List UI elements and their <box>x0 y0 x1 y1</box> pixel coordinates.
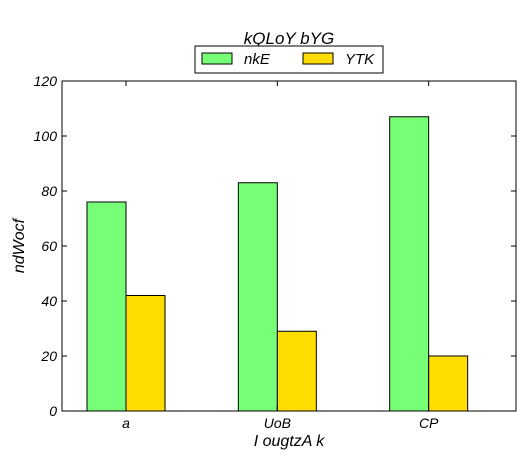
legend-swatch-ytk <box>302 52 334 65</box>
x-tick-label-cp: CP <box>419 415 439 431</box>
bar-ytk-a <box>125 295 166 412</box>
y-tick-label: 80 <box>41 183 57 199</box>
y-tick-label: 120 <box>34 73 58 89</box>
y-tick-label: 40 <box>41 293 57 309</box>
legend-label-nke: nkE <box>244 51 271 68</box>
bar-ytk-cp <box>428 355 469 412</box>
legend-label-ytk: YTK <box>345 51 375 68</box>
legend: nkE YTK <box>194 45 384 74</box>
y-tick-label: 60 <box>41 238 57 254</box>
y-axis-label: ndWocf <box>11 217 28 273</box>
bars-group <box>86 116 469 412</box>
x-axis-label: I ougtzA k <box>254 433 326 450</box>
chart-title: kQLoY bYG <box>244 29 334 48</box>
y-tick-label: 0 <box>49 403 57 419</box>
bar-nke-uob <box>237 182 278 412</box>
bar-nke-a <box>86 201 127 412</box>
bar-ytk-uob <box>276 330 317 412</box>
x-tick-label-a: a <box>122 415 130 431</box>
legend-swatch-nke <box>201 52 233 65</box>
x-tick-label-uob: UoB <box>264 415 291 431</box>
y-tick-label: 100 <box>34 128 58 144</box>
plot-frame <box>61 80 517 412</box>
x-axis-ticks: a UoB CP <box>122 81 439 431</box>
y-axis-ticks: 0 20 40 60 80 100 120 <box>34 73 516 419</box>
bar-nke-cp <box>389 116 430 412</box>
y-tick-label: 20 <box>40 348 57 364</box>
